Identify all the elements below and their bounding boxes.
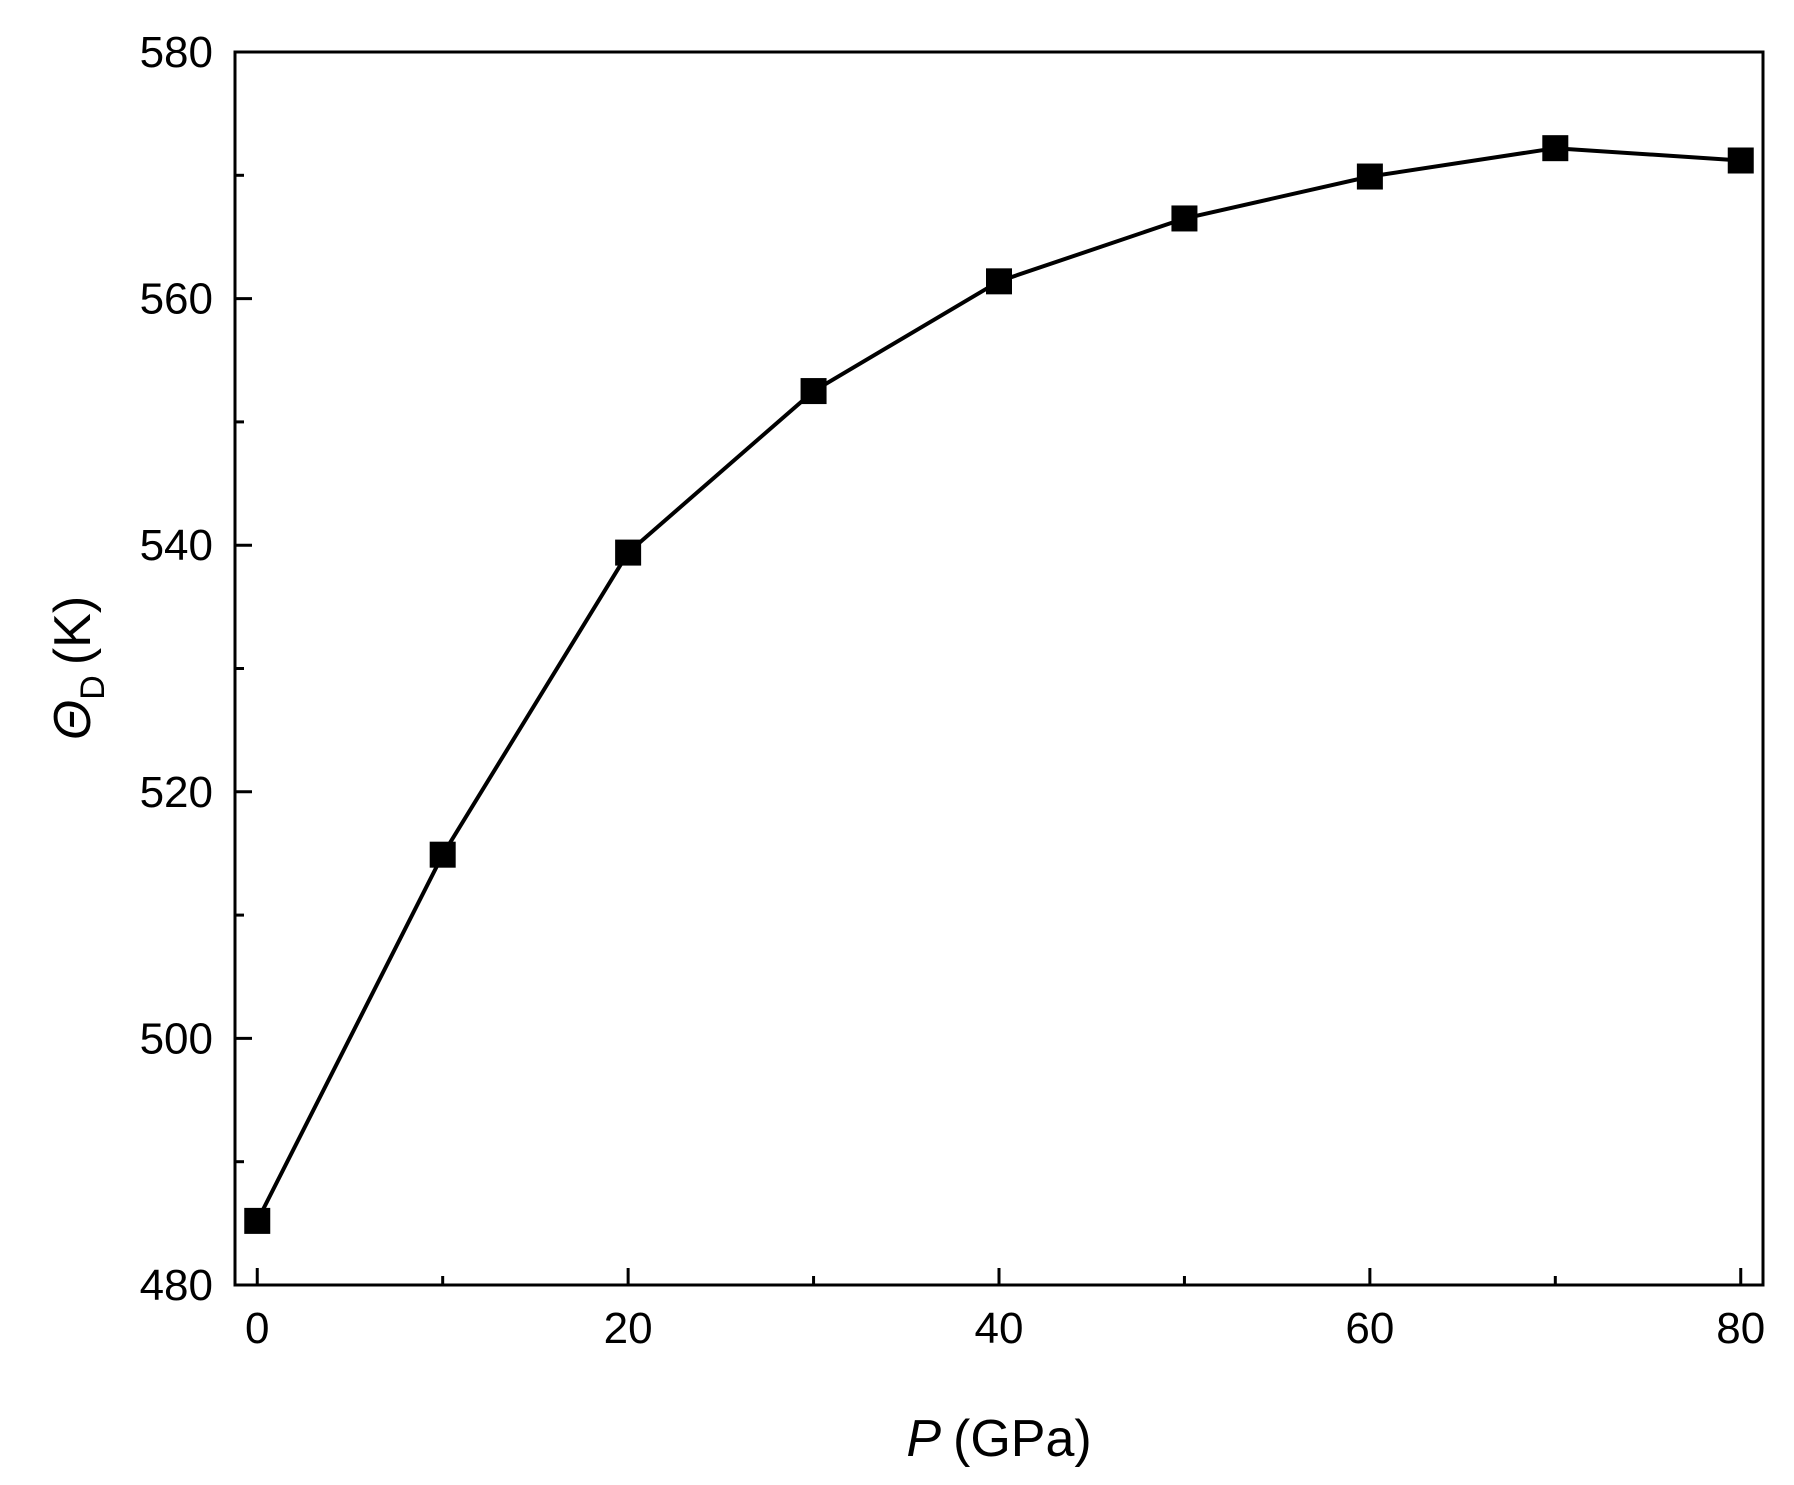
data-point-marker xyxy=(800,378,827,405)
data-markers xyxy=(244,135,1754,1234)
data-point-marker xyxy=(244,1207,271,1234)
data-point-marker xyxy=(615,539,642,566)
x-tick-label: 40 xyxy=(975,1304,1024,1353)
data-point-marker xyxy=(1171,205,1198,232)
x-axis-label: P (GPa) xyxy=(906,1410,1091,1468)
data-point-marker xyxy=(429,841,456,868)
data-point-marker xyxy=(986,268,1012,295)
y-axis-symbol: Θ xyxy=(44,700,102,740)
x-axis-symbol: P xyxy=(906,1410,941,1468)
x-tick-label: 20 xyxy=(604,1304,653,1353)
y-tick-label: 540 xyxy=(140,521,213,570)
data-point-marker xyxy=(1356,163,1383,190)
y-tick-label: 580 xyxy=(140,28,213,77)
x-tick-label: 60 xyxy=(1345,1304,1394,1353)
x-axis-unit: (GPa) xyxy=(953,1410,1092,1468)
y-tick-label: 520 xyxy=(140,768,213,817)
axis-tick-labels: 0 20 40 60 80 480 500 520 540 560 580 xyxy=(140,28,1766,1353)
y-axis-label: ΘD (K) xyxy=(44,596,112,740)
y-tick-label: 500 xyxy=(140,1014,213,1063)
data-point-marker xyxy=(1727,147,1754,174)
plot-frame xyxy=(233,50,1765,1287)
y-tick-label: 560 xyxy=(140,275,213,324)
y-axis-unit: (K) xyxy=(44,596,102,665)
y-tick-label: 480 xyxy=(140,1261,213,1310)
x-tick-label: 80 xyxy=(1716,1304,1765,1353)
series-line xyxy=(255,146,1741,1222)
axis-ticks xyxy=(235,50,1743,1287)
x-tick-label: 0 xyxy=(245,1304,269,1353)
data-point-marker xyxy=(1542,135,1569,162)
y-axis-subscript: D xyxy=(74,675,112,700)
